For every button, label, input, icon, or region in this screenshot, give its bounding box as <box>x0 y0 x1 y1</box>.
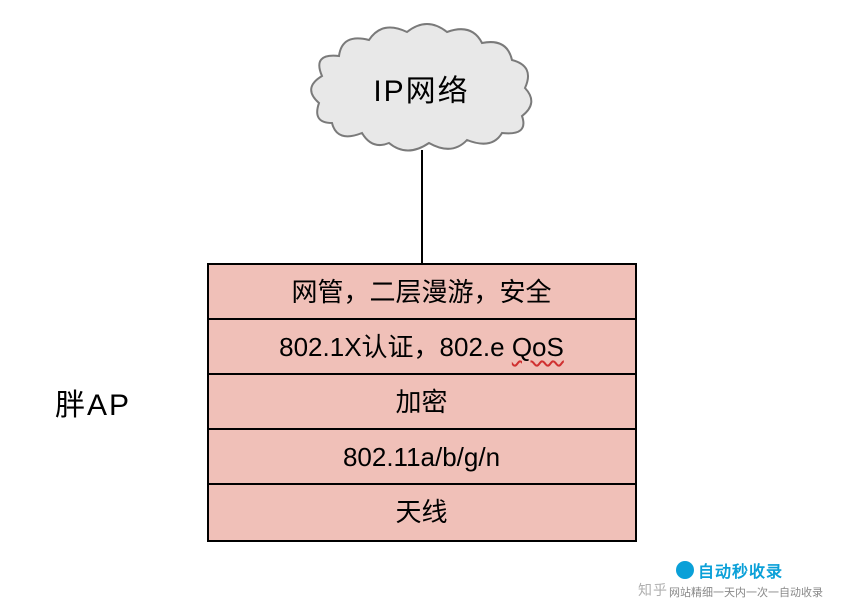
stack-row-1: 802.1X认证，802.e QoS <box>209 320 635 375</box>
stack-row-3: 802.11a/b/g/n <box>209 430 635 485</box>
diagram-canvas: IP网络 网管，二层漫游，安全802.1X认证，802.e QoS加密802.1… <box>0 0 843 610</box>
stack-row-1-wavy: QoS <box>512 332 564 362</box>
stack-row-2: 加密 <box>209 375 635 430</box>
watermark-brand-text: 自动秒收录 <box>698 558 783 582</box>
watermark-zhihu: 知乎 <box>638 580 668 600</box>
connector-line <box>421 150 423 265</box>
stack-row-0: 网管，二层漫游，安全 <box>209 265 635 320</box>
watermark-brand: 自动秒收录 <box>676 558 783 582</box>
stack-row-4: 天线 <box>209 485 635 540</box>
stack-row-1-prefix: 802.1X认证，802.e <box>279 332 512 362</box>
watermark-dot-icon <box>676 561 694 579</box>
side-label-fat-ap: 胖AP <box>55 380 131 424</box>
cloud-label: IP网络 <box>307 18 537 158</box>
cloud-node: IP网络 <box>307 18 537 158</box>
watermark-subtext: 网站精细一天内一次一自动收录 <box>669 584 823 600</box>
ap-stack: 网管，二层漫游，安全802.1X认证，802.e QoS加密802.11a/b/… <box>207 263 637 542</box>
